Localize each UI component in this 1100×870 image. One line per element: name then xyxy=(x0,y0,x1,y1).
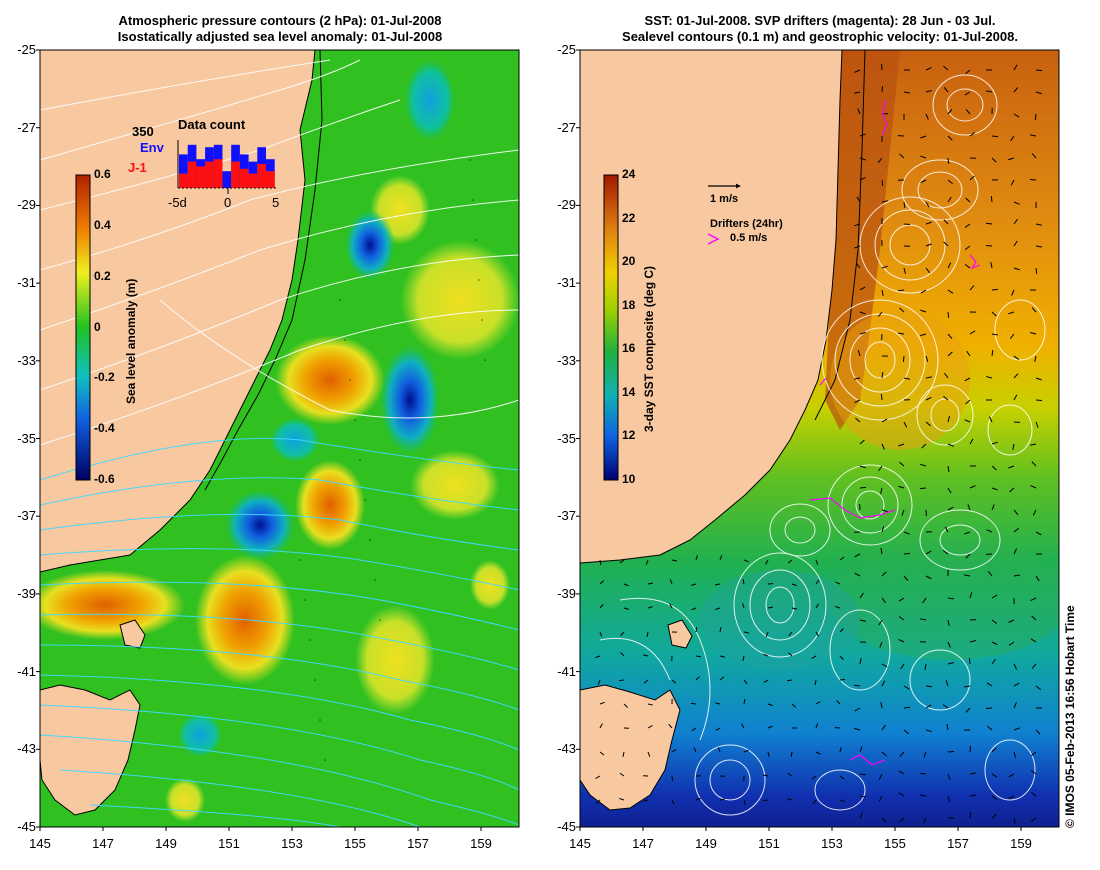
lat-tick-right-9: -43 xyxy=(557,741,576,757)
sla-cbar-tick-3: 0 xyxy=(94,319,101,334)
sla-cbar-tick-2: 0.2 xyxy=(94,268,111,283)
data-count-inset xyxy=(177,140,276,194)
inset-j1-label: J-1 xyxy=(128,160,147,175)
sst-cbar-tick-5: 14 xyxy=(622,384,636,399)
left-title-line2: Isostatically adjusted sea level anomaly… xyxy=(117,29,443,44)
lon-tick-left-7: 159 xyxy=(470,836,492,851)
sst-cbar-tick-6: 12 xyxy=(622,428,636,443)
inset-j1-bar xyxy=(205,161,214,188)
inset-xtick-2: 5 xyxy=(272,195,280,210)
lat-tick-left-0: -25 xyxy=(17,42,36,57)
lon-tick-left-2: 149 xyxy=(155,836,177,851)
inset-max-label: 350 xyxy=(132,124,154,139)
lon-tick-left-1: 147 xyxy=(92,836,114,851)
lon-tick-right-2: 149 xyxy=(695,836,717,851)
lon-tick-right-7: 159 xyxy=(1010,836,1032,851)
lat-tick-left-4: -33 xyxy=(17,352,36,368)
lat-tick-right-10: -45 xyxy=(557,819,576,834)
inset-env-bar xyxy=(222,171,232,188)
inset-j1-bar xyxy=(266,171,275,188)
sla-cbar-tick-4: -0.2 xyxy=(94,370,115,385)
lon-tick-right-3: 151 xyxy=(758,836,780,851)
inset-xtick-0: -5d xyxy=(168,195,187,210)
lon-tick-right-5: 155 xyxy=(884,836,906,851)
sst-cbar-tick-1: 22 xyxy=(622,210,636,225)
sla-cbar-tick-6: -0.6 xyxy=(94,472,115,486)
tasmania-sst xyxy=(580,684,681,811)
credit-text: © IMOS 05-Feb-2013 16:56 Hobart Time xyxy=(1063,605,1077,828)
lon-tick-left-3: 151 xyxy=(218,836,240,851)
lon-tick-right-6: 157 xyxy=(947,836,969,851)
inset-j1-bar xyxy=(213,159,223,188)
right-map-title: SST: 01-Jul-2008. SVP drifters (magenta)… xyxy=(580,13,1060,45)
sst-colorbar xyxy=(603,174,619,481)
lat-tick-right-2: -29 xyxy=(557,197,576,213)
lat-tick-right-0: -25 xyxy=(557,42,576,57)
sst-cbar-tick-4: 16 xyxy=(622,341,636,356)
lat-tick-right-7: -39 xyxy=(557,585,576,601)
sst-cbar-tick-7: 10 xyxy=(622,472,636,486)
right-title-line1: SST: 01-Jul-2008. SVP drifters (magenta)… xyxy=(644,13,996,28)
drifter-tracks xyxy=(809,99,981,766)
inset-j1-bar xyxy=(187,161,197,188)
lon-tick-left-6: 157 xyxy=(407,836,429,851)
left-title-line1: Atmospheric pressure contours (2 hPa): 0… xyxy=(118,13,442,28)
inset-j1-bar xyxy=(257,164,266,188)
inset-j1-bar xyxy=(196,166,206,188)
sla-colorbar xyxy=(75,174,91,481)
sst-cbar-tick-3: 18 xyxy=(622,297,636,312)
lon-tick-right-1: 147 xyxy=(632,836,654,851)
inset-j1-bar xyxy=(248,173,258,188)
drifter-scale-chevron xyxy=(707,233,720,245)
drifters-label: Drifters (24hr) xyxy=(710,218,783,230)
lat-tick-left-1: -27 xyxy=(17,119,36,135)
lat-tick-left-9: -43 xyxy=(17,741,36,757)
sla-colorbar-label: Sea level anomaly (m) xyxy=(124,278,138,404)
inset-env-label: Env xyxy=(140,140,164,155)
inset-j1-bar xyxy=(179,173,188,188)
inset-env-bar xyxy=(179,154,188,188)
lat-tick-left-2: -29 xyxy=(17,197,36,213)
lat-tick-left-7: -39 xyxy=(17,585,36,601)
sst-cbar-tick-0: 24 xyxy=(622,167,636,181)
lat-tick-left-8: -41 xyxy=(17,663,36,679)
drifters-scale-label: 0.5 m/s xyxy=(730,232,768,244)
lat-tick-right-4: -33 xyxy=(557,352,576,368)
sst-colorbar-label: 3-day SST composite (deg C) xyxy=(642,265,656,432)
lat-tick-left-3: -31 xyxy=(17,275,36,291)
lat-tick-right-3: -31 xyxy=(557,275,576,291)
inset-xtick-1: 0 xyxy=(224,195,232,210)
lon-tick-right-4: 153 xyxy=(821,836,843,851)
sla-cbar-tick-1: 0.4 xyxy=(94,217,111,232)
tasmania xyxy=(40,684,141,816)
lat-tick-right-8: -41 xyxy=(557,663,576,679)
lon-tick-right-0: 145 xyxy=(569,836,591,851)
lon-tick-left-0: 145 xyxy=(29,836,51,851)
lon-tick-left-5: 155 xyxy=(344,836,366,851)
lat-tick-left-5: -35 xyxy=(17,430,36,446)
sst-map[interactable] xyxy=(580,50,1070,827)
lat-tick-right-5: -35 xyxy=(557,430,576,446)
inset-title: Data count xyxy=(178,117,246,132)
lat-tick-left-10: -45 xyxy=(17,819,36,834)
sst-cbar-tick-2: 20 xyxy=(622,254,636,269)
sla-cbar-tick-0: 0.6 xyxy=(94,167,111,181)
lat-tick-right-6: -37 xyxy=(557,508,576,524)
lon-tick-left-4: 153 xyxy=(281,836,303,851)
lat-tick-right-1: -27 xyxy=(557,119,576,135)
left-map-title: Atmospheric pressure contours (2 hPa): 0… xyxy=(40,13,520,45)
sla-cbar-tick-5: -0.4 xyxy=(94,421,115,436)
right-title-line2: Sealevel contours (0.1 m) and geostrophi… xyxy=(622,29,1018,44)
inset-j1-bar xyxy=(239,168,249,188)
australia-mainland-sst xyxy=(580,50,843,564)
lat-tick-left-6: -37 xyxy=(17,508,36,524)
velocity-scale-label: 1 m/s xyxy=(710,193,739,205)
inset-j1-bar xyxy=(231,161,240,188)
